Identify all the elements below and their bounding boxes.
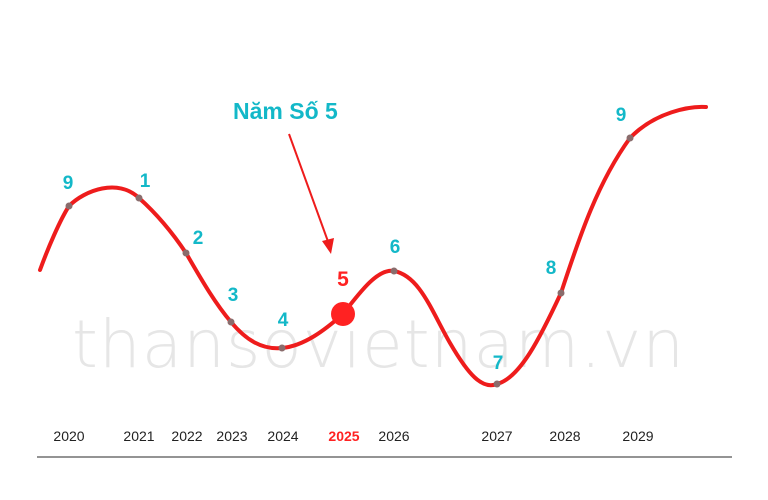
x-tick-label-2023: 2023 xyxy=(216,428,247,444)
x-tick-label-2026: 2026 xyxy=(378,428,409,444)
data-label-2026: 6 xyxy=(390,237,401,258)
x-tick-label-2022: 2022 xyxy=(171,428,202,444)
data-point-2022 xyxy=(182,249,190,257)
series-curve xyxy=(38,104,708,388)
highlight-point-2025 xyxy=(331,302,355,326)
data-label-2024: 4 xyxy=(278,310,289,331)
data-label-2025: 5 xyxy=(337,268,349,291)
x-tick-label-2024: 2024 xyxy=(267,428,298,444)
x-tick-label-2025: 2025 xyxy=(328,428,359,444)
data-point-2028 xyxy=(557,289,565,297)
x-tick-label-2027: 2027 xyxy=(481,428,512,444)
data-label-2027: 7 xyxy=(493,353,504,374)
data-point-2029 xyxy=(626,134,634,142)
data-point-2020 xyxy=(65,202,73,210)
x-tick-label-2029: 2029 xyxy=(622,428,653,444)
annotation-arrow-shaft xyxy=(288,133,331,248)
annotation-title: Năm Số 5 xyxy=(233,98,338,124)
data-label-2022: 2 xyxy=(193,228,204,249)
data-point-2027 xyxy=(493,380,501,388)
x-tick-label-2028: 2028 xyxy=(549,428,580,444)
data-point-2024 xyxy=(278,344,286,352)
data-label-2023: 3 xyxy=(228,285,239,306)
data-label-2029: 9 xyxy=(616,105,627,126)
data-point-2026 xyxy=(390,267,398,275)
x-tick-label-2020: 2020 xyxy=(53,428,84,444)
data-point-2023 xyxy=(227,318,235,326)
x-tick-label-2021: 2021 xyxy=(123,428,154,444)
watermark: thansovietnam.vn xyxy=(72,306,686,383)
data-label-2021: 1 xyxy=(140,171,151,192)
data-label-2020: 9 xyxy=(63,173,74,194)
data-label-2028: 8 xyxy=(546,258,557,279)
data-point-2021 xyxy=(135,194,143,202)
annotation-arrow-head xyxy=(322,238,334,254)
